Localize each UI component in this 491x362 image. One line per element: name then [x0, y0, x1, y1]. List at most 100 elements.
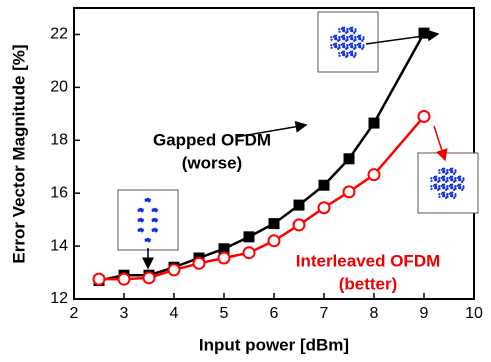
inset-dot: [449, 177, 451, 179]
inset-dot: [451, 195, 453, 197]
inset-dot: [346, 39, 348, 41]
inset-dot: [351, 46, 353, 48]
inset-dot: [354, 30, 356, 32]
inset-dot: [333, 36, 335, 38]
x-tick-label: 3: [120, 305, 129, 322]
inset-box: [318, 12, 378, 72]
marker: [319, 180, 330, 191]
marker: [244, 231, 255, 242]
inset-dot: [338, 39, 340, 41]
inset-dot: [330, 36, 332, 38]
inset-dot: [454, 193, 456, 195]
inset-dot: [346, 28, 348, 30]
marker: [369, 169, 380, 180]
inset-dot: [454, 171, 456, 173]
inset-dot: [156, 209, 158, 211]
inset-dot: [451, 171, 453, 173]
inset-dot: [354, 47, 356, 49]
inset-dot: [362, 38, 364, 40]
inset-dot: [343, 30, 345, 32]
inset-dot: [457, 177, 459, 179]
inset-dot: [462, 187, 464, 189]
inset-dot: [446, 177, 448, 179]
inset-dot: [438, 188, 440, 190]
inset-dot: [139, 208, 141, 210]
inset-dot: [454, 177, 456, 179]
marker: [144, 272, 155, 283]
inset-dot: [462, 185, 464, 187]
inset-dot: [451, 179, 453, 181]
inset-dot: [443, 171, 445, 173]
inset-dot: [435, 187, 437, 189]
x-tick-label: 10: [465, 305, 483, 322]
marker: [344, 153, 355, 164]
inset-dot: [443, 187, 445, 189]
inset-dot: [153, 208, 155, 210]
inset-dot: [349, 44, 351, 46]
inset-dot: [446, 193, 448, 195]
inset-dot: [149, 239, 151, 241]
inset-dot: [338, 28, 340, 30]
inset-dot: [341, 44, 343, 46]
inset-dot: [354, 36, 356, 38]
inset-dot: [446, 196, 448, 198]
inset-dot: [462, 177, 464, 179]
inset-dot: [346, 31, 348, 33]
inset-dot: [357, 44, 359, 46]
marker: [244, 247, 255, 258]
inset-dot: [349, 28, 351, 30]
inset-dot: [454, 180, 456, 182]
marker: [419, 28, 430, 39]
marker: [344, 186, 355, 197]
y-axis-label: Error Vector Magnitude [%]: [9, 44, 28, 263]
inset-dot: [338, 44, 340, 46]
y-tick-label: 12: [50, 290, 68, 307]
inset-dot: [349, 36, 351, 38]
annotation: (better): [339, 274, 398, 293]
inset-dot: [346, 44, 348, 46]
inset-dot: [438, 177, 440, 179]
marker: [119, 274, 130, 285]
x-tick-label: 4: [170, 305, 179, 322]
inset-dot: [357, 36, 359, 38]
inset-dot: [330, 44, 332, 46]
inset-dot: [343, 38, 345, 40]
inset-dot: [462, 179, 464, 181]
inset-dot: [433, 185, 435, 187]
inset-dot: [454, 169, 456, 171]
inset-dot: [346, 47, 348, 49]
marker: [294, 200, 305, 211]
inset-dot: [438, 169, 440, 171]
inset-dot: [341, 36, 343, 38]
inset-dot: [153, 218, 155, 220]
marker: [169, 264, 180, 275]
marker: [419, 111, 430, 122]
inset-dot: [454, 188, 456, 190]
marker: [319, 202, 330, 213]
inset-dot: [430, 188, 432, 190]
inset-dot: [354, 52, 356, 54]
inset-dot: [459, 187, 461, 189]
inset-dot: [441, 169, 443, 171]
inset-dot: [451, 187, 453, 189]
inset-dot: [335, 46, 337, 48]
inset-dot: [443, 195, 445, 197]
inset-dot: [435, 179, 437, 181]
inset-dot: [330, 47, 332, 49]
inset-dot: [338, 52, 340, 54]
inset-dot: [341, 52, 343, 54]
inset-dot: [359, 38, 361, 40]
inset-dot: [454, 195, 456, 197]
marker: [294, 219, 305, 230]
x-tick-label: 7: [320, 305, 329, 322]
marker: [194, 258, 205, 269]
inset-dot: [349, 52, 351, 54]
x-tick-label: 9: [420, 305, 429, 322]
inset-dot: [354, 28, 356, 30]
inset-dot: [139, 228, 141, 230]
y-tick-label: 20: [50, 79, 68, 96]
inset-dot: [351, 38, 353, 40]
inset-dot: [438, 172, 440, 174]
inset-dot: [146, 198, 148, 200]
inset-dot: [153, 228, 155, 230]
